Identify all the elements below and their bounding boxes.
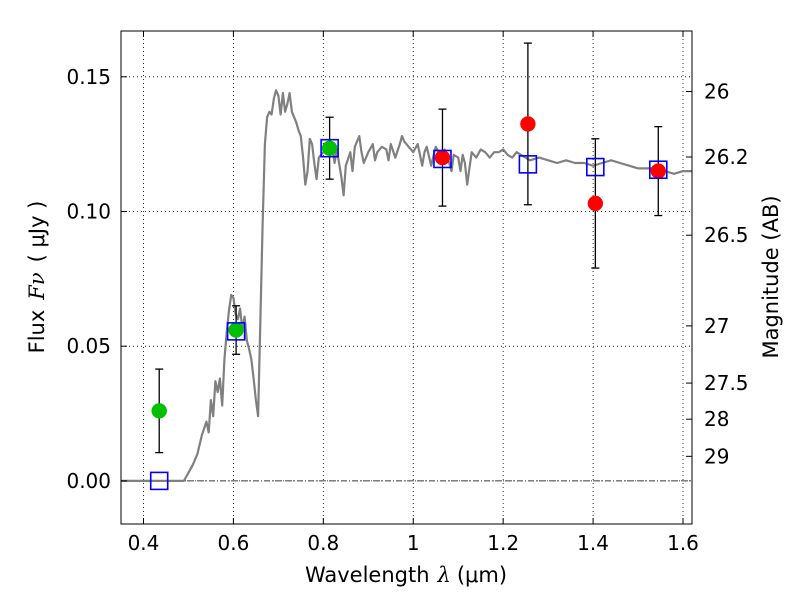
model-photometry-square — [586, 157, 605, 177]
x-axis-label-symbol: λ — [437, 563, 451, 587]
y-tick-label: 0.05 — [66, 334, 111, 358]
y2-tick-label: 29 — [704, 444, 729, 468]
series-layer — [121, 42, 692, 491]
x-tick-label: 1.2 — [487, 531, 519, 555]
y2-tick-label: 28 — [704, 407, 729, 431]
ticks: 0.4 0.6 0.8 1 1.2 1.4 1.6 0.00 0.05 0.10 0.15 26 26.… — [66, 31, 749, 555]
model-photometry-square — [149, 471, 169, 491]
x-tick-label: 1 — [407, 531, 420, 555]
y-tick-label: 0.15 — [66, 65, 111, 89]
model-photometry-square — [433, 149, 452, 169]
x-axis-label: Wavelength λ (μm) — [305, 563, 507, 587]
observed-point — [151, 403, 167, 419]
observed-point — [228, 322, 244, 338]
x-tick-label: 1.4 — [577, 531, 609, 555]
model-photometry-square — [320, 138, 339, 158]
observed-point — [587, 195, 604, 212]
y-tick-label: 0.00 — [66, 469, 111, 493]
x-tick-label: 0.4 — [128, 531, 160, 555]
x-tick-label: 0.6 — [217, 531, 249, 555]
model-photometry-square — [226, 322, 246, 341]
y2-tick-label: 26.5 — [704, 223, 749, 247]
observed-point — [434, 149, 451, 166]
y-tick-label: 0.10 — [66, 199, 111, 223]
x-axis-label-text: Wavelength — [305, 563, 430, 587]
plot-area — [121, 31, 692, 524]
x-tick-label: 1.6 — [667, 531, 699, 555]
y2-axis-label: Magnitude (AB) — [759, 195, 783, 358]
y-axis-label-text: Flux — [25, 310, 49, 354]
plot-frame — [120, 30, 693, 525]
observed-point — [321, 140, 338, 156]
y2-tick-label: 26 — [704, 79, 729, 103]
y2-tick-label: 26.2 — [704, 145, 749, 169]
y-axis-label-unit: ( μJy ) — [25, 201, 49, 263]
y2-tick-label: 27 — [704, 314, 729, 338]
observed-point — [520, 116, 536, 132]
observed-point — [650, 163, 667, 179]
x-axis-label-unit: (μm) — [457, 563, 507, 587]
x-tick-label: 0.8 — [307, 531, 339, 555]
model-photometry-square — [648, 160, 668, 180]
y-axis-label: Flux Fν ( μJy ) — [25, 201, 49, 354]
y2-tick-label: 27.5 — [704, 371, 749, 395]
y-axis-label-symbol: Fν — [25, 272, 49, 301]
model-photometry-square — [518, 155, 538, 174]
